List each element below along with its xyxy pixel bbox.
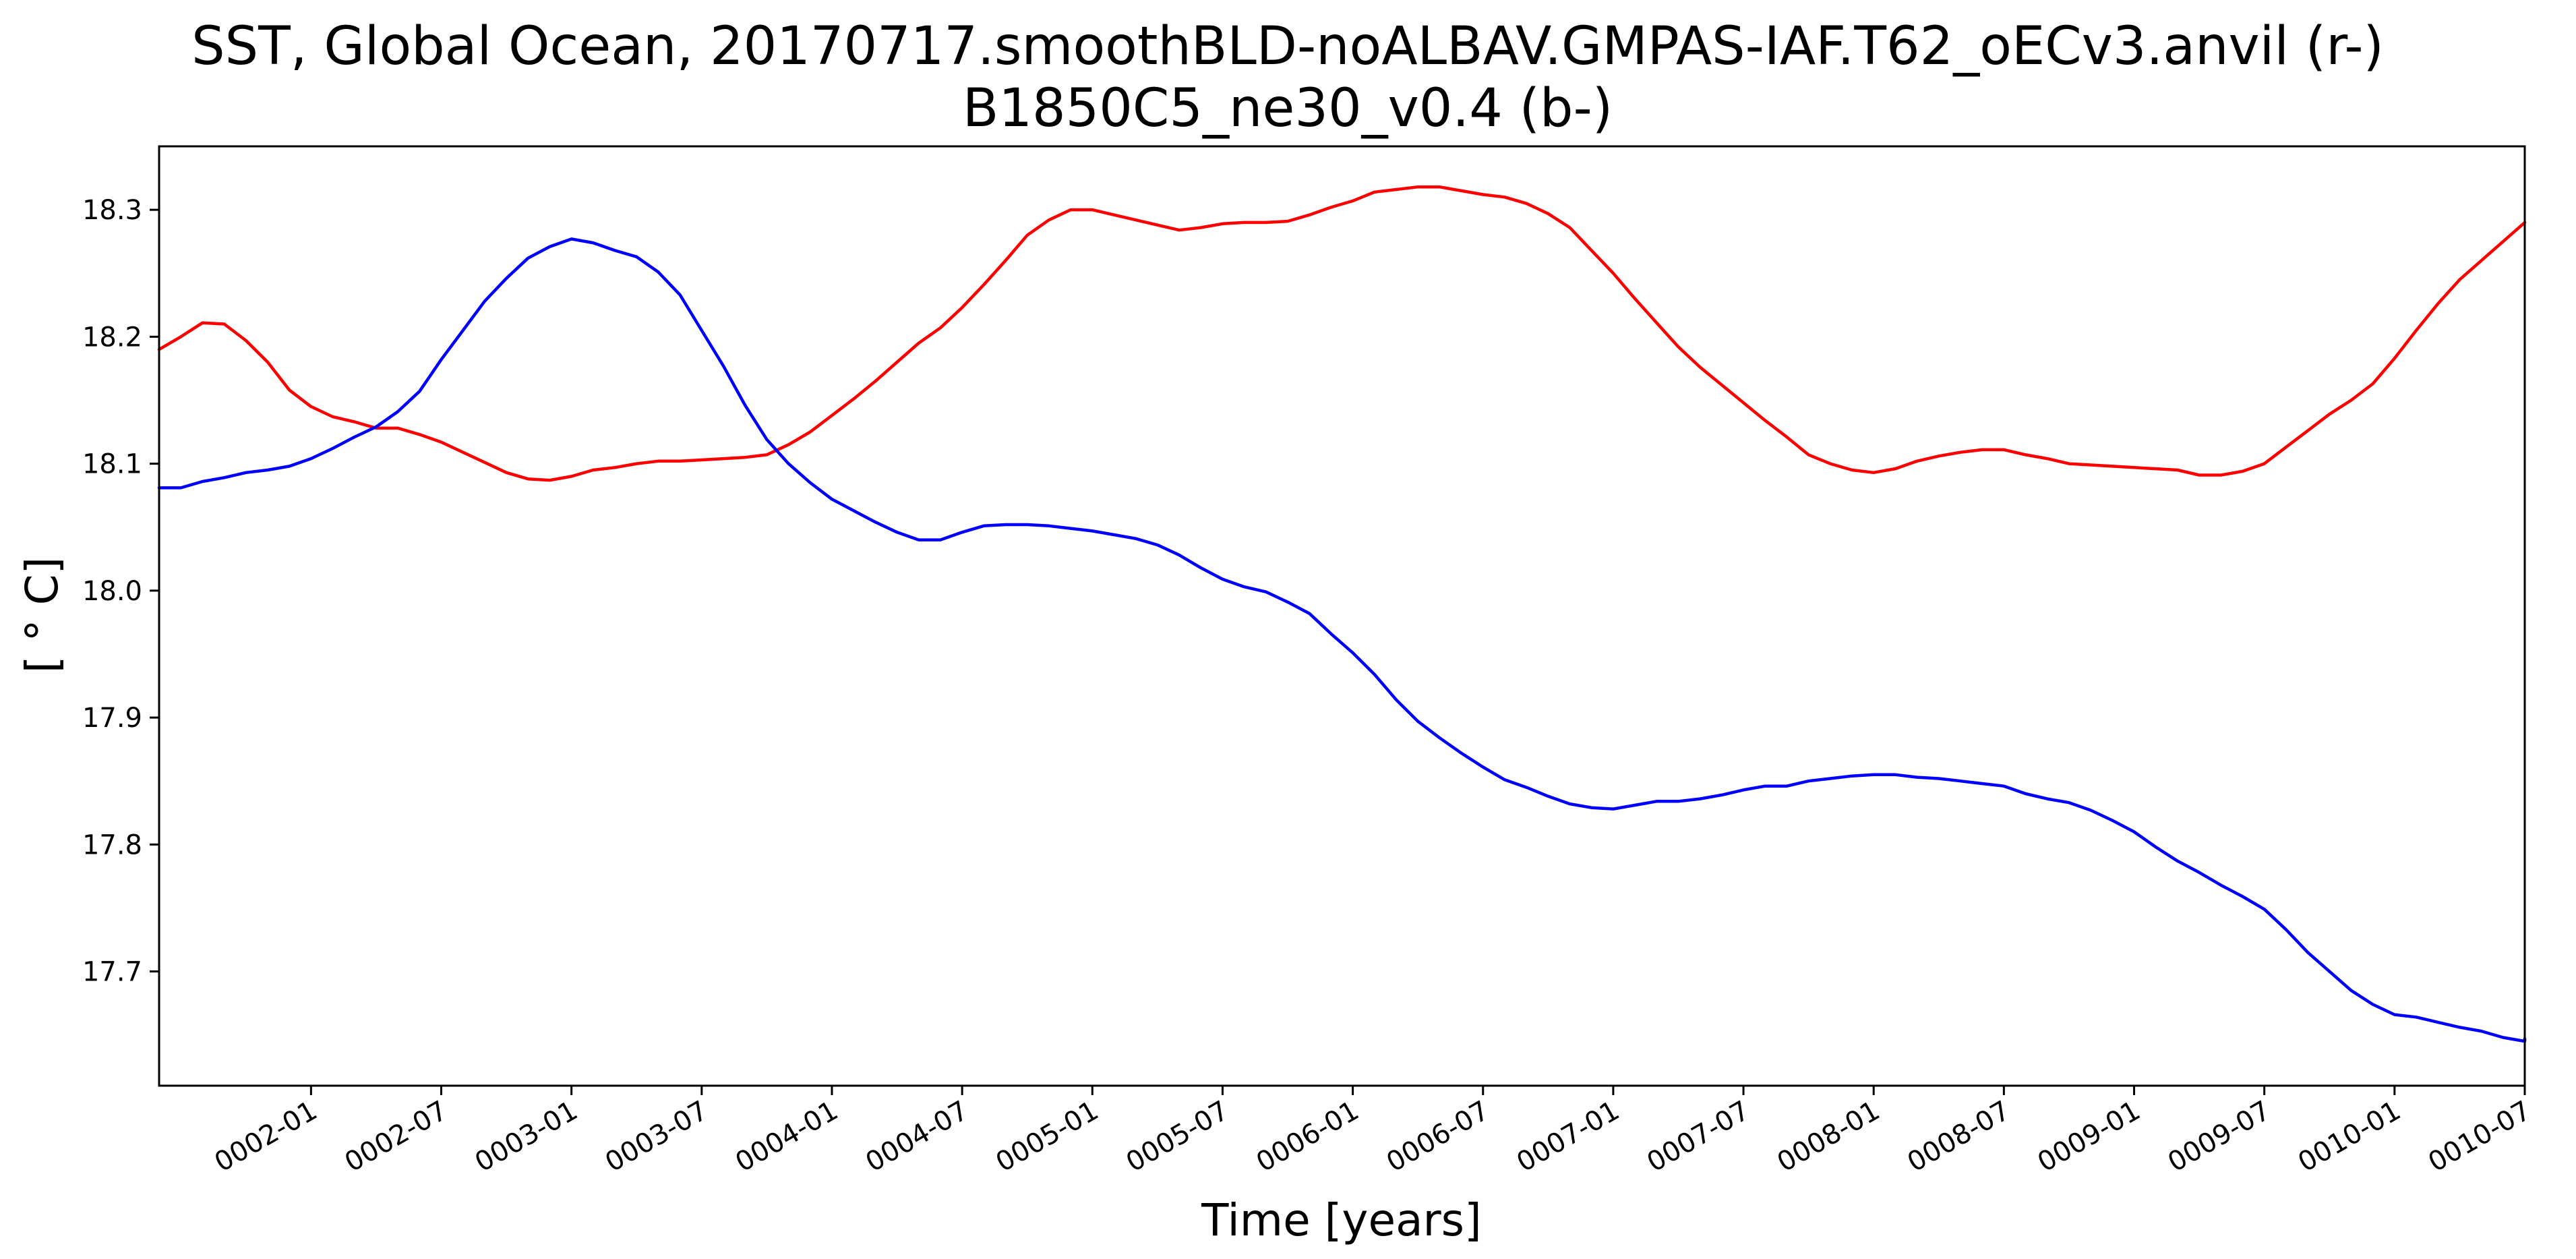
y-tick-label: 18.0	[82, 576, 142, 607]
x-tick-label: 0007-07	[1642, 1095, 1755, 1178]
y-tick-label: 17.8	[82, 829, 142, 860]
series-line-2	[157, 237, 2527, 1043]
x-tick-label: 0008-01	[1772, 1095, 1885, 1178]
ticks-layer: 0002-01 0002-07 0003-01 0003-07 0004-01 0004-…	[82, 195, 2536, 1178]
x-tick-label: 0002-01	[210, 1095, 323, 1178]
y-tick-label: 18.3	[82, 195, 142, 226]
chart-title-line1: SST, Global Ocean, 20170717.smoothBLD-no…	[191, 16, 2384, 77]
x-tick-label: 0010-07	[2423, 1095, 2536, 1178]
series-layer	[157, 185, 2527, 1043]
x-tick-label: 0006-01	[1251, 1095, 1365, 1178]
x-tick-label: 0002-07	[340, 1095, 453, 1178]
x-tick-label: 0009-01	[2033, 1095, 2146, 1178]
x-tick-label: 0005-01	[991, 1095, 1104, 1178]
x-tick-label: 0005-07	[1121, 1095, 1234, 1178]
plot-frame	[158, 145, 2526, 1087]
x-tick-label: 0009-07	[2163, 1095, 2276, 1178]
x-tick-label: 0007-01	[1511, 1095, 1625, 1178]
x-tick-label: 0006-07	[1381, 1095, 1495, 1178]
x-tick-label: 0003-01	[470, 1095, 583, 1178]
x-tick-label: 0004-01	[730, 1095, 843, 1178]
x-tick-label: 0004-07	[860, 1095, 974, 1178]
x-tick-label: 0008-07	[1903, 1095, 2016, 1178]
y-axis-label: [ ° C]	[16, 557, 68, 674]
x-axis-label: Time [years]	[1201, 1194, 1482, 1246]
y-tick-label: 18.1	[82, 449, 142, 480]
x-tick-label: 0003-07	[600, 1095, 713, 1178]
x-tick-label: 0010-01	[2293, 1095, 2406, 1178]
y-tick-label: 18.2	[82, 322, 142, 353]
chart-title-line2: B1850C5_ne30_v0.4 (b-)	[963, 78, 1613, 139]
series-line-1	[157, 185, 2527, 482]
y-tick-label: 17.7	[82, 957, 142, 988]
y-tick-label: 17.9	[82, 703, 142, 734]
